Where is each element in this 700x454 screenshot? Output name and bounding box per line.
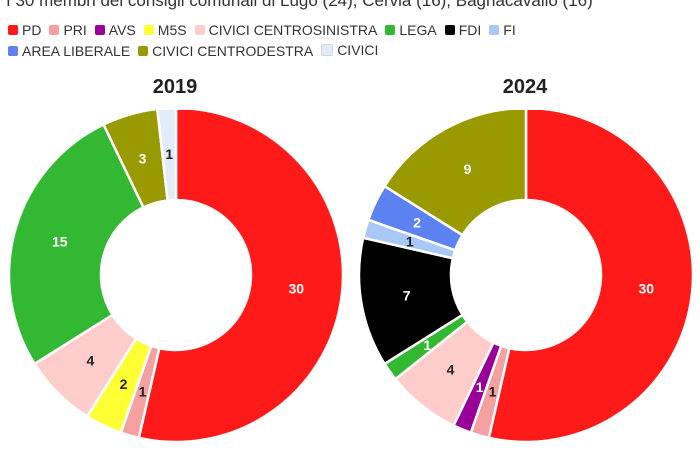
legend-swatch (385, 25, 396, 35)
slice-value-label-pd: 30 (288, 281, 304, 297)
slice-civici-centrodestra (101, 110, 169, 210)
slice-value-label-avs: 1 (476, 379, 484, 395)
slice-value-label-area-liberale: 2 (413, 215, 421, 231)
legend-item-area-liberale: AREA LIBERALE (8, 41, 130, 61)
donut-chart-2019: 2019 30 1 2 4 15 3 1 (0, 74, 350, 454)
legend-label: PD (22, 22, 42, 38)
legend-swatch (143, 25, 154, 35)
slice-value-label-civici-centrosinistra: 4 (447, 362, 455, 378)
slice-value-label-fi: 1 (406, 234, 414, 250)
legend-label: FI (503, 22, 516, 38)
legend-swatch (49, 25, 60, 35)
legend-label: M5S (157, 22, 187, 38)
legend-item-fi: FI (489, 20, 516, 40)
legend-swatch (8, 25, 18, 35)
legend-item-civici-centrodestra: CIVICI CENTRODESTRA (138, 41, 313, 61)
slice-pd (137, 110, 345, 444)
legend-swatch (138, 46, 149, 56)
slice-value-label-civici-centrodestra: 3 (139, 151, 147, 167)
slice-value-label-m5s: 2 (120, 376, 128, 392)
legend-item-civici: CIVICI (321, 40, 378, 60)
slice-value-label-pri: 1 (489, 383, 497, 399)
legend-item-avs: AVS (94, 20, 136, 40)
slice-value-label-lega: 15 (52, 234, 68, 250)
legend-label: PRI (63, 22, 87, 38)
slice-value-label-pd: 30 (638, 281, 654, 297)
chart-subtitle: I 30 membri dei consigli comunali di Lug… (6, 0, 593, 10)
legend-swatch (194, 25, 205, 35)
legend-item-lega: LEGA (385, 20, 437, 40)
legend-item-civici-centrosinistra: CIVICI CENTROSINISTRA (194, 20, 378, 40)
legend-label: AREA LIBERALE (22, 43, 131, 59)
slice-civici-centrodestra (382, 110, 528, 237)
legend-label: LEGA (399, 22, 437, 38)
slice-value-label-civici: 1 (165, 146, 173, 162)
slice-value-label-fdi: 7 (403, 287, 411, 303)
chart-title-2024: 2024 (502, 76, 548, 98)
legend-swatch (321, 44, 334, 56)
slice-value-label-lega: 1 (423, 337, 431, 353)
legend-label: CIVICI CENTROSINISTRA (208, 22, 378, 38)
legend: PD PRI AVS M5S CIVICI CENTROSINISTRA LEGA FDI F… (8, 20, 648, 61)
donut-chart-2024: 2024 30 1 1 4 1 7 1 2 9 (350, 74, 700, 454)
legend-label: CIVICI (337, 42, 379, 58)
legend-swatch (444, 25, 455, 35)
slice-pd (487, 110, 695, 444)
legend-item-pd: PD (8, 20, 41, 40)
slice-value-label-civici-centrosinistra: 4 (87, 353, 95, 369)
legend-item-fdi: FDI (444, 20, 482, 40)
legend-item-m5s: M5S (143, 20, 187, 40)
legend-item-pri: PRI (49, 20, 87, 40)
legend-swatch (489, 25, 500, 35)
chart-title-2019: 2019 (152, 76, 198, 98)
legend-swatch (94, 25, 105, 35)
slice-lega (7, 122, 146, 366)
slice-civici (156, 110, 178, 202)
slice-value-label-pri: 1 (139, 383, 147, 399)
legend-label: FDI (458, 22, 482, 38)
legend-label: AVS (108, 22, 136, 38)
slice-value-label-civici-centrodestra: 9 (464, 161, 472, 177)
legend-label: CIVICI CENTRODESTRA (152, 43, 314, 59)
legend-swatch (8, 46, 18, 56)
